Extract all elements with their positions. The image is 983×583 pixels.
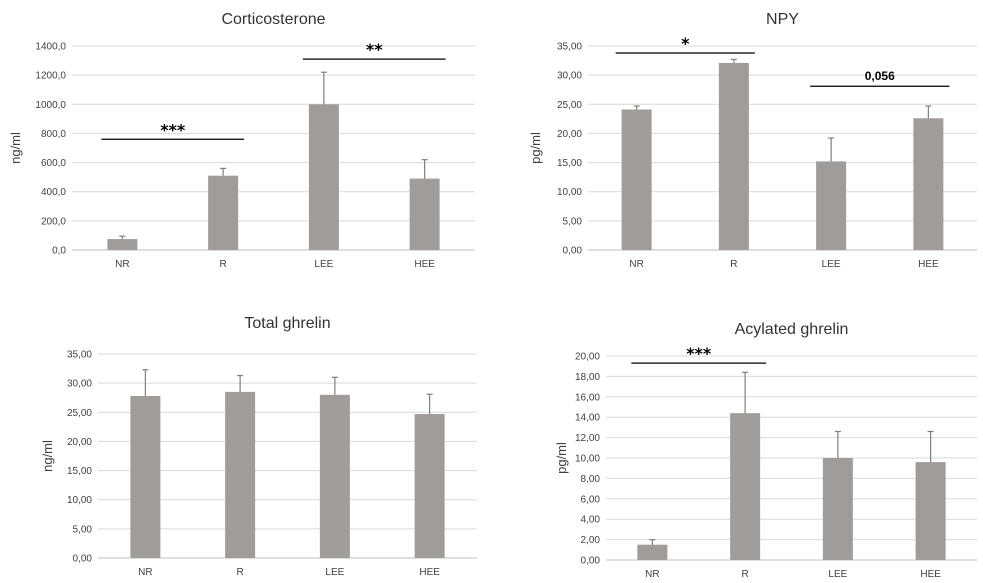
x-tick-label: R	[237, 567, 244, 578]
significance-label: **	[366, 40, 383, 59]
y-tick-label: 30,00	[557, 71, 582, 82]
y-tick-label: 25,00	[557, 100, 582, 111]
y-axis-label: pg/ml	[528, 132, 543, 164]
x-tick-label: HEE	[918, 259, 939, 270]
y-tick-label: 25,00	[67, 408, 92, 419]
y-axis-label: ng/ml	[8, 132, 23, 164]
y-tick-label: 6,00	[581, 494, 601, 505]
bar-r	[718, 62, 749, 250]
y-tick-label: 15,00	[557, 158, 582, 169]
y-tick-label: 600,0	[41, 158, 66, 169]
y-tick-label: 15,00	[67, 466, 92, 477]
x-tick-label: NR	[645, 569, 659, 580]
chart-title: Acylated ghrelin	[735, 321, 849, 338]
y-tick-label: 20,00	[67, 437, 92, 448]
y-tick-label: 5,00	[563, 216, 583, 227]
bar-lee	[308, 104, 339, 251]
x-tick-label: HEE	[920, 569, 941, 580]
y-tick-label: 0,00	[563, 246, 583, 257]
y-tick-label: 800,0	[41, 129, 66, 140]
significance-label: *	[681, 34, 690, 53]
bar-r	[208, 175, 239, 250]
y-tick-label: 10,00	[67, 495, 92, 506]
chart-title: Corticosterone	[221, 11, 325, 28]
y-tick-label: 4,00	[581, 515, 601, 526]
bar-hee	[409, 178, 440, 250]
bar-nr	[621, 109, 652, 250]
y-tick-label: 16,00	[575, 392, 600, 403]
y-tick-label: 20,00	[575, 352, 600, 363]
y-tick-label: 30,00	[67, 379, 92, 390]
bar-r	[730, 413, 761, 560]
x-tick-label: NR	[629, 259, 643, 270]
x-tick-label: NR	[138, 567, 152, 578]
chart-panel: 0,00 5,00 10,00 15,00 20,00 25,00 30,00 35,00 To…	[40, 315, 477, 578]
y-tick-label: 20,00	[557, 129, 582, 140]
y-tick-label: 0,00	[73, 554, 93, 565]
y-tick-label: 1000,0	[35, 100, 66, 111]
bar-hee	[915, 462, 946, 560]
bar-lee	[319, 394, 350, 558]
y-axis-label: ng/ml	[40, 440, 55, 472]
y-tick-label: 18,00	[575, 372, 600, 383]
bar-nr	[107, 239, 138, 250]
y-axis-label: pg/ml	[554, 442, 569, 474]
y-tick-label: 1200,0	[35, 71, 66, 82]
y-tick-label: 400,0	[41, 187, 66, 198]
y-tick-label: 5,00	[73, 524, 93, 535]
y-tick-label: 0,00	[581, 556, 601, 567]
y-tick-label: 10,00	[557, 187, 582, 198]
chart-title: Total ghrelin	[244, 315, 330, 332]
x-tick-label: LEE	[822, 259, 841, 270]
bar-hee	[913, 118, 944, 250]
bar-r	[225, 391, 256, 558]
y-tick-label: 35,00	[67, 350, 92, 361]
x-tick-label: LEE	[325, 567, 344, 578]
chart-title: NPY	[766, 11, 799, 28]
y-tick-label: 12,00	[575, 433, 600, 444]
bar-nr	[637, 544, 668, 560]
x-tick-label: HEE	[414, 259, 435, 270]
significance-label: ***	[686, 344, 712, 363]
x-tick-label: R	[742, 569, 749, 580]
x-tick-label: LEE	[828, 569, 847, 580]
y-tick-label: 200,0	[41, 216, 66, 227]
y-tick-label: 10,00	[575, 454, 600, 465]
x-tick-label: LEE	[314, 259, 333, 270]
y-tick-label: 35,00	[557, 42, 582, 53]
x-tick-label: R	[220, 259, 227, 270]
y-tick-label: 0,0	[52, 246, 66, 257]
y-tick-label: 14,00	[575, 413, 600, 424]
x-tick-label: R	[730, 259, 737, 270]
chart-panel: 0,00 2,00 4,00 6,00 8,00 10,00 12,00 14,00 16,00…	[554, 321, 977, 580]
bar-lee	[816, 161, 847, 250]
bar-lee	[822, 458, 853, 560]
x-tick-label: HEE	[419, 567, 440, 578]
y-tick-label: 2,00	[581, 535, 601, 546]
significance-label: ***	[160, 120, 186, 139]
chart-panel: 0,00 5,00 10,00 15,00 20,00 25,00 30,00 35,00 NP…	[528, 11, 977, 270]
bar-hee	[414, 414, 445, 558]
y-tick-label: 8,00	[581, 474, 601, 485]
x-tick-label: NR	[115, 259, 129, 270]
bar-nr	[130, 395, 161, 558]
significance-label: 0,056	[865, 69, 895, 83]
chart-panel: 0,0 200,0 400,0 600,0 800,0 1000,0 1200,0 1400,…	[8, 11, 475, 270]
y-tick-label: 1400,0	[35, 42, 66, 53]
